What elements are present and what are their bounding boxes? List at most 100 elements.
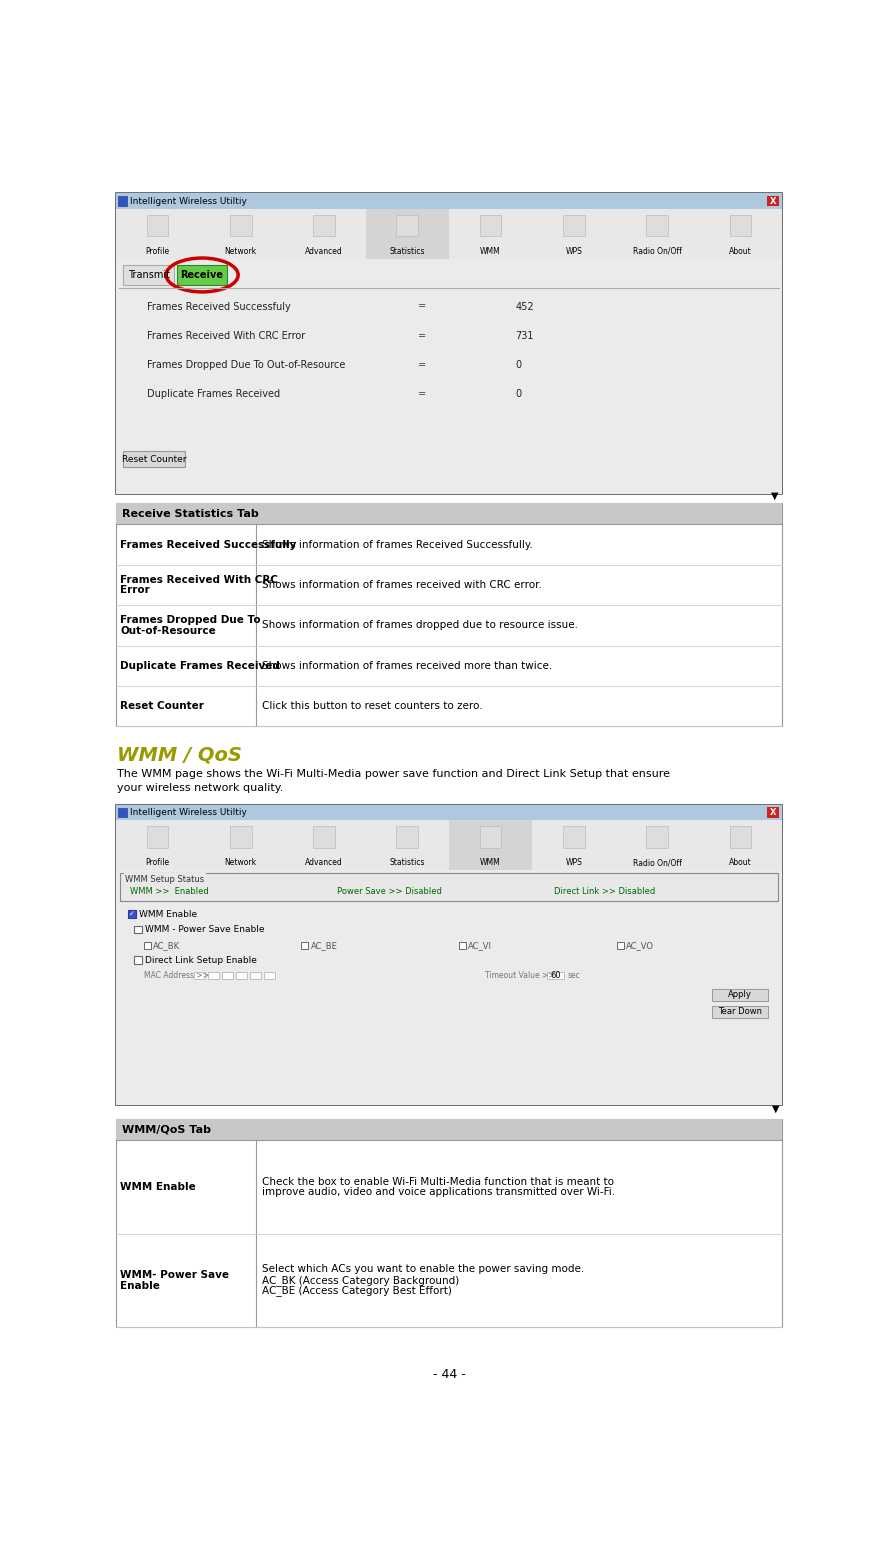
Text: 0: 0 bbox=[516, 360, 522, 370]
Text: Frames Received With CRC Error: Frames Received With CRC Error bbox=[146, 331, 305, 340]
Text: sec: sec bbox=[568, 970, 580, 980]
Text: WPS: WPS bbox=[566, 246, 583, 256]
FancyBboxPatch shape bbox=[116, 805, 782, 821]
FancyBboxPatch shape bbox=[459, 942, 466, 948]
FancyBboxPatch shape bbox=[730, 215, 752, 237]
Text: ▼: ▼ bbox=[771, 490, 778, 501]
Text: Reset Counter: Reset Counter bbox=[120, 700, 204, 711]
FancyBboxPatch shape bbox=[222, 972, 233, 978]
Text: Transmit: Transmit bbox=[128, 270, 170, 279]
Text: Direct Link Setup Enable: Direct Link Setup Enable bbox=[145, 956, 257, 964]
FancyBboxPatch shape bbox=[449, 821, 533, 870]
Text: - 44 -: - 44 - bbox=[433, 1368, 465, 1381]
Text: 60: 60 bbox=[550, 970, 562, 980]
FancyBboxPatch shape bbox=[208, 972, 219, 978]
Text: =: = bbox=[418, 360, 427, 370]
FancyBboxPatch shape bbox=[397, 827, 418, 849]
Text: AC_BK: AC_BK bbox=[153, 941, 180, 950]
Text: Apply: Apply bbox=[729, 991, 752, 1000]
FancyBboxPatch shape bbox=[128, 909, 136, 917]
Text: Profile: Profile bbox=[145, 246, 169, 256]
Text: WMM - Power Save Enable: WMM - Power Save Enable bbox=[145, 925, 265, 934]
FancyBboxPatch shape bbox=[264, 972, 274, 978]
FancyBboxPatch shape bbox=[118, 808, 127, 817]
FancyBboxPatch shape bbox=[766, 807, 779, 817]
Text: WMM- Power Save: WMM- Power Save bbox=[120, 1270, 230, 1279]
Text: WPS: WPS bbox=[566, 858, 583, 867]
FancyBboxPatch shape bbox=[365, 209, 449, 259]
FancyBboxPatch shape bbox=[124, 265, 173, 285]
FancyBboxPatch shape bbox=[116, 1119, 782, 1140]
Text: AC_BE: AC_BE bbox=[311, 941, 337, 950]
FancyBboxPatch shape bbox=[230, 215, 251, 237]
FancyBboxPatch shape bbox=[313, 215, 335, 237]
Text: Profile: Profile bbox=[145, 858, 169, 867]
Text: Network: Network bbox=[224, 858, 257, 867]
Text: =: = bbox=[418, 301, 427, 312]
Text: =: = bbox=[418, 331, 427, 340]
Text: WMM Setup Status: WMM Setup Status bbox=[125, 875, 204, 885]
FancyBboxPatch shape bbox=[730, 827, 752, 849]
FancyBboxPatch shape bbox=[134, 956, 142, 964]
FancyBboxPatch shape bbox=[116, 193, 782, 209]
FancyBboxPatch shape bbox=[116, 870, 782, 1104]
FancyBboxPatch shape bbox=[480, 827, 501, 849]
FancyBboxPatch shape bbox=[116, 805, 782, 1104]
FancyBboxPatch shape bbox=[134, 925, 142, 933]
Text: Frames Received With CRC: Frames Received With CRC bbox=[120, 574, 279, 585]
Text: Shows information of frames Received Successfully.: Shows information of frames Received Suc… bbox=[262, 540, 533, 549]
Text: WMM Enable: WMM Enable bbox=[139, 909, 197, 919]
FancyBboxPatch shape bbox=[480, 215, 501, 237]
FancyBboxPatch shape bbox=[116, 193, 782, 493]
Text: Frames Dropped Due To Out-of-Resource: Frames Dropped Due To Out-of-Resource bbox=[146, 360, 345, 370]
Text: AC_BK (Access Category Background): AC_BK (Access Category Background) bbox=[262, 1275, 459, 1285]
Text: Frames Received Successfuly: Frames Received Successfuly bbox=[146, 301, 291, 312]
FancyBboxPatch shape bbox=[116, 259, 782, 493]
Text: Select which ACs you want to enable the power saving mode.: Select which ACs you want to enable the … bbox=[262, 1265, 584, 1275]
FancyBboxPatch shape bbox=[116, 502, 782, 524]
FancyBboxPatch shape bbox=[563, 827, 585, 849]
Text: Radio On/Off: Radio On/Off bbox=[632, 246, 682, 256]
Text: Receive: Receive bbox=[180, 270, 223, 279]
Text: AC_VI: AC_VI bbox=[469, 941, 492, 950]
Text: WMM Enable: WMM Enable bbox=[120, 1182, 196, 1192]
Text: Frames Dropped Due To: Frames Dropped Due To bbox=[120, 615, 261, 626]
Text: Error: Error bbox=[120, 585, 150, 596]
FancyBboxPatch shape bbox=[124, 451, 186, 466]
Text: Advanced: Advanced bbox=[305, 858, 343, 867]
Text: WMM: WMM bbox=[480, 246, 501, 256]
Text: Network: Network bbox=[224, 246, 257, 256]
FancyBboxPatch shape bbox=[712, 1006, 768, 1019]
Text: =: = bbox=[418, 390, 427, 399]
Text: WMM: WMM bbox=[480, 858, 501, 867]
Text: Receive Statistics Tab: Receive Statistics Tab bbox=[122, 509, 258, 518]
Text: AC_VO: AC_VO bbox=[626, 941, 654, 950]
FancyBboxPatch shape bbox=[548, 972, 564, 978]
Text: X: X bbox=[770, 808, 776, 817]
Text: ▼: ▼ bbox=[773, 1103, 780, 1114]
FancyBboxPatch shape bbox=[236, 972, 247, 978]
Text: Out-of-Resource: Out-of-Resource bbox=[120, 626, 216, 636]
FancyBboxPatch shape bbox=[301, 942, 308, 948]
FancyBboxPatch shape bbox=[116, 502, 782, 727]
Text: Shows information of frames received more than twice.: Shows information of frames received mor… bbox=[262, 661, 552, 671]
FancyBboxPatch shape bbox=[146, 827, 168, 849]
FancyBboxPatch shape bbox=[146, 215, 168, 237]
Text: Enable: Enable bbox=[120, 1281, 160, 1290]
FancyBboxPatch shape bbox=[250, 972, 261, 978]
FancyBboxPatch shape bbox=[230, 827, 251, 849]
Text: AC_BE (Access Category Best Effort): AC_BE (Access Category Best Effort) bbox=[262, 1285, 452, 1296]
FancyBboxPatch shape bbox=[116, 209, 782, 259]
Text: WMM/QoS Tab: WMM/QoS Tab bbox=[122, 1125, 211, 1134]
Text: Tear Down: Tear Down bbox=[718, 1008, 762, 1017]
Text: Shows information of frames dropped due to resource issue.: Shows information of frames dropped due … bbox=[262, 621, 578, 630]
Text: Intelligent Wireless Utiltiy: Intelligent Wireless Utiltiy bbox=[131, 197, 247, 206]
FancyBboxPatch shape bbox=[646, 215, 668, 237]
Text: Timeout Value >>: Timeout Value >> bbox=[485, 970, 555, 980]
Text: About: About bbox=[729, 858, 752, 867]
Text: 731: 731 bbox=[516, 331, 534, 340]
Text: ✓: ✓ bbox=[129, 911, 135, 917]
FancyBboxPatch shape bbox=[118, 197, 127, 206]
FancyBboxPatch shape bbox=[194, 972, 205, 978]
Text: WMM >>  Enabled: WMM >> Enabled bbox=[130, 888, 208, 897]
